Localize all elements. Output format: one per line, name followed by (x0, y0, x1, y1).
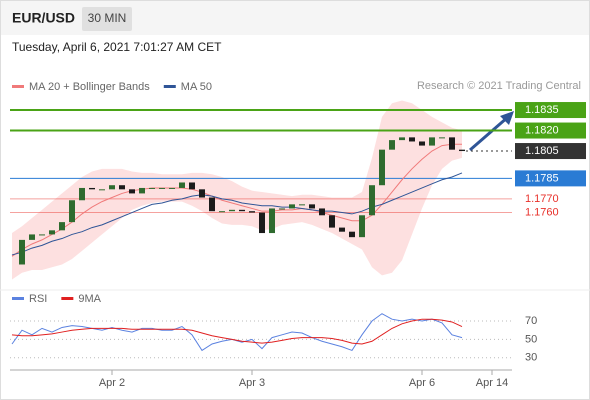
level-label: 1.1760 (525, 206, 559, 218)
x-tick-label: Apr 6 (409, 377, 435, 389)
ma-line (11, 172, 463, 256)
candle (139, 187, 145, 194)
y-tick-label: 30 (525, 352, 537, 364)
candle (339, 227, 345, 232)
candle (439, 137, 445, 139)
level-label: 1.1805 (525, 145, 559, 157)
timestamp: Tuesday, April 6, 2021 7:01:27 AM CET (12, 40, 222, 54)
candle (319, 208, 325, 216)
ma-line (11, 143, 462, 257)
candle (409, 137, 415, 142)
source: Research © 2021 Trading Central (417, 80, 581, 92)
candle (159, 187, 165, 189)
candle (189, 182, 195, 190)
candle (389, 140, 395, 150)
interval[interactable]: 30 MIN (88, 11, 127, 25)
legend-swatch (163, 85, 176, 88)
candle (429, 137, 435, 146)
candle (329, 215, 335, 228)
candle (229, 209, 235, 212)
candle (169, 187, 175, 189)
level-label: 1.1785 (525, 172, 559, 184)
candle (359, 215, 365, 238)
legend-label: RSI (29, 293, 47, 305)
candle (69, 200, 75, 223)
level-label-box (515, 143, 586, 160)
candle (459, 149, 465, 152)
legend-label: 9MA (78, 293, 101, 305)
candle (219, 211, 225, 213)
y-tick-label: 50 (525, 333, 537, 345)
candle (49, 230, 55, 235)
candle (59, 222, 65, 231)
candle (99, 189, 105, 191)
candle (379, 149, 385, 186)
candle (289, 204, 295, 209)
legend-label: MA 20 + Bollinger Bands (29, 81, 150, 93)
candle (269, 208, 275, 234)
legend-swatch (12, 85, 24, 88)
candle (129, 189, 135, 194)
candle (109, 185, 115, 190)
level-label-box (515, 122, 586, 139)
level-label-box (515, 170, 586, 187)
candle (209, 197, 215, 212)
legend-label: MA 50 (181, 81, 212, 93)
candle (369, 185, 375, 216)
candle (449, 137, 455, 150)
candle (89, 187, 95, 190)
candle (309, 204, 315, 209)
rsi-line (11, 318, 463, 345)
candle (279, 208, 285, 210)
symbol: EUR/USD (12, 10, 75, 26)
forecast-arrow-head (500, 111, 514, 125)
x-tick-label: Apr 14 (476, 377, 508, 389)
interval-button[interactable] (82, 7, 132, 31)
x-tick-label: Apr 2 (99, 377, 125, 389)
candle (199, 189, 205, 198)
candle (419, 141, 425, 146)
candle (299, 204, 305, 206)
candle (349, 231, 355, 238)
candle (239, 209, 245, 212)
candle (119, 185, 125, 190)
level-label: 1.1770 (525, 193, 559, 205)
level-label: 1.1835 (525, 104, 559, 116)
candle (149, 187, 155, 189)
legend-swatch (12, 297, 24, 300)
x-tick-label: Apr 3 (239, 377, 265, 389)
candle (179, 182, 185, 188)
candle (29, 234, 35, 240)
candle (249, 211, 255, 213)
level-label: 1.1820 (525, 124, 559, 136)
candle (19, 239, 25, 265)
legend-swatch (61, 297, 74, 300)
forecast-arrow (469, 115, 509, 152)
candle (259, 212, 265, 234)
candle (39, 234, 45, 236)
candle (79, 187, 85, 201)
candle (399, 137, 405, 141)
level-label-box (515, 102, 586, 119)
y-tick-label: 70 (525, 315, 537, 327)
